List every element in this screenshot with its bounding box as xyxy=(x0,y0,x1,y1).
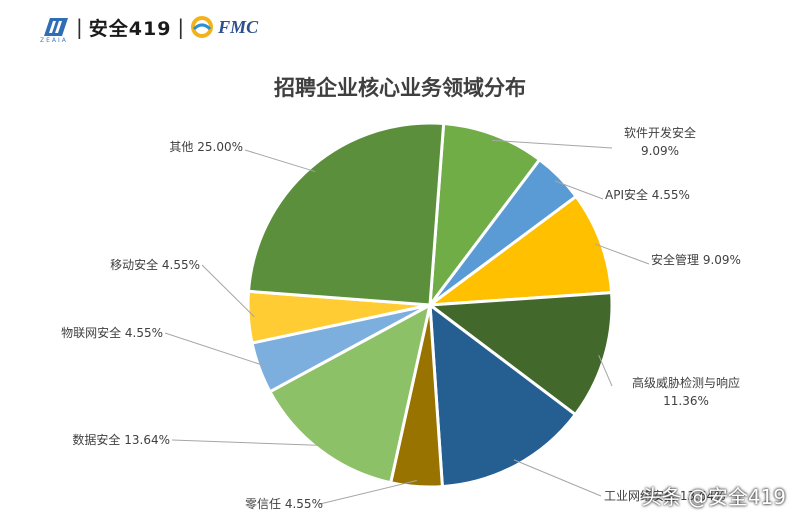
pie-slice-4 xyxy=(425,291,614,417)
slice-label-3: 安全管理 9.09% xyxy=(651,252,741,267)
pie-slice-1 xyxy=(428,121,542,310)
logo-caption: ZEAIA xyxy=(40,37,68,44)
slice-label-10: 其他 25.00% xyxy=(169,140,243,154)
slice-label-4: 高级威胁检测与响应 11.36% xyxy=(632,375,740,408)
watermark: 头条 @安全419 xyxy=(641,485,786,509)
leader-line-8 xyxy=(164,332,266,367)
leader-line-7 xyxy=(171,439,325,447)
slice-label-7: 数据安全 13.64% xyxy=(72,432,170,447)
leader-line-4 xyxy=(598,354,613,387)
slice-label-1: 软件开发安全 9.09% xyxy=(624,125,696,158)
leader-line-1 xyxy=(492,139,613,149)
header-separator: | xyxy=(76,15,83,39)
pie-slice-10 xyxy=(246,121,446,307)
fmc-logo-icon xyxy=(190,15,214,39)
pie-slice-3 xyxy=(425,194,614,307)
leader-line-2 xyxy=(554,180,604,200)
leader-line-6 xyxy=(319,480,417,505)
leader-line-9 xyxy=(201,264,255,318)
pie-slice-7 xyxy=(267,302,433,485)
leader-line-10 xyxy=(244,149,316,173)
slice-label-2: API安全 4.55% xyxy=(605,187,690,202)
slice-label-9: 移动安全 4.55% xyxy=(110,257,200,272)
slice-label-5: 工业网络安全 13.64% xyxy=(604,488,726,503)
brand-name: 安全419 xyxy=(88,17,172,40)
slice-label-8: 物联网安全 4.55% xyxy=(61,325,163,340)
leader-line-3 xyxy=(594,243,650,265)
slice-label-6: 零信任 4.55% xyxy=(245,497,323,511)
header-separator-2: | xyxy=(177,15,185,39)
header-logos: | 安全419 | FMC xyxy=(40,12,258,42)
pie-slice-5 xyxy=(428,301,578,489)
zeaia-logo-icon xyxy=(40,16,70,38)
chart-title: 招聘企业核心业务领域分布 xyxy=(274,76,526,100)
partner-name: FMC xyxy=(218,16,259,37)
leader-line-5 xyxy=(513,459,602,497)
